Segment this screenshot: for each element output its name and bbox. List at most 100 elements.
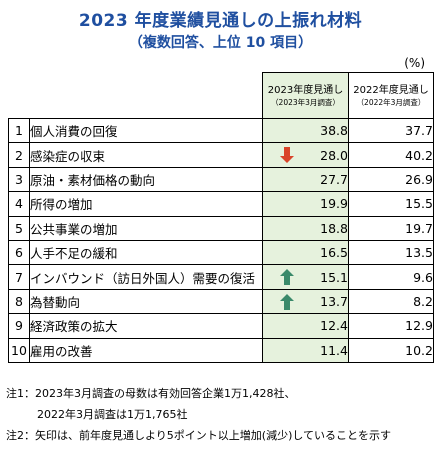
table-row: 4 所得の増加 19.9 15.5 [8,191,434,217]
value-2023: 12.4 [262,313,349,339]
item-label: 雇用の改善 [29,337,263,363]
results-table: 2023年度見通し （2023年3月調査） 2022年度見通し （2022年3月… [8,72,434,363]
item-label: 感染症の収束 [29,142,263,168]
value-2022-text: 15.5 [405,196,433,212]
item-label-text: 感染症の収束 [30,148,106,164]
value-2023: 18.8 [262,215,349,241]
value-2022-text: 8.2 [413,293,433,309]
value-2023: 13.7 [262,288,349,315]
header-2023-sub: （2023年3月調査） [271,97,340,107]
item-label: 経済政策の拡大 [29,313,263,339]
item-label: 為替動向 [29,288,263,315]
note-1-line-2: 2022年3月調査は1万1,765社 [37,408,188,421]
value-2023-text: 16.5 [320,245,348,261]
item-label-text: 経済政策の拡大 [30,319,118,335]
table-row: 8 為替動向 13.7 8.2 [8,288,434,315]
table-row: 7 インバウンド（訪日外国人）需要の復活 15.1 9.6 [8,264,434,290]
table-row: 1 個人消費の回復 38.8 37.7 [8,117,434,144]
header-row: 2023年度見通し （2023年3月調査） 2022年度見通し （2022年3月… [8,72,434,119]
value-2022: 40.2 [348,142,434,168]
value-2022-text: 37.7 [405,123,433,139]
rank-cell: 4 [8,191,30,217]
value-2023-text: 19.9 [320,196,348,212]
value-2022: 13.5 [348,239,434,266]
rank-cell: 7 [8,264,30,290]
value-2023-text: 18.8 [320,220,348,236]
value-2023: 15.1 [262,264,349,290]
header-blank [8,72,263,119]
item-label: 公共事業の増加 [29,215,263,241]
item-label: 人手不足の緩和 [29,239,263,266]
value-2023: 28.0 [262,142,349,168]
value-2022-text: 10.2 [405,342,433,358]
rank-cell: 3 [8,166,30,193]
rank-cell: 6 [8,239,30,266]
header-2022: 2022年度見通し （2022年3月調査） [348,72,434,119]
rank-cell-text: 2 [15,147,23,163]
item-label: 原油・素材価格の動向 [29,166,263,193]
value-2022-text: 13.5 [405,245,433,261]
value-2022-text: 19.7 [405,220,433,236]
item-label: インバウンド（訪日外国人）需要の復活 [29,264,263,290]
notes: 注1：2023年3月調査の母数は有効回答企業1万1,428社、 2022年3月調… [6,383,391,446]
value-2022: 10.2 [348,337,434,363]
arrow-down-icon [280,147,294,164]
rank-cell: 1 [8,117,30,144]
item-label-text: 為替動向 [30,294,81,310]
value-2022-text: 26.9 [405,171,433,187]
page-subtitle: （複数回答、上位 10 項目） [128,35,313,51]
rank-cell: 10 [8,337,30,363]
table-row: 3 原油・素材価格の動向 27.7 26.9 [8,166,434,193]
item-label-text: 個人消費の回復 [30,124,118,140]
value-2023-text: 13.7 [320,293,348,309]
value-2023-text: 12.4 [320,318,348,334]
value-2023-text: 15.1 [320,269,348,285]
header-2022-sub: （2022年3月調査） [356,97,426,107]
value-2022: 19.7 [348,215,434,241]
rank-cell: 5 [8,215,30,241]
value-2023: 38.8 [262,117,349,144]
value-2022: 26.9 [348,166,434,193]
rank-cell: 8 [8,288,30,315]
value-2022: 8.2 [348,288,434,315]
rank-cell-text: 6 [15,245,23,261]
unit-label: (%) [404,56,425,70]
arrow-up-icon [280,269,294,286]
value-2023: 11.4 [262,337,349,363]
value-2022: 9.6 [348,264,434,290]
header-2023: 2023年度見通し （2023年3月調査） [262,72,349,119]
value-2023-text: 28.0 [320,147,348,163]
item-label-text: 公共事業の増加 [30,221,118,237]
item-label: 個人消費の回復 [29,117,263,144]
table-row: 10 雇用の改善 11.4 10.2 [8,337,434,363]
table-row: 5 公共事業の増加 18.8 19.7 [8,215,434,241]
arrow-up-icon [280,293,294,310]
rank-cell: 9 [8,313,30,339]
header-2022-label: 2022年度見通し [353,84,429,96]
rank-cell-text: 8 [15,293,23,309]
item-label-text: 雇用の改善 [30,343,93,359]
item-label: 所得の増加 [29,191,263,217]
rank-cell: 2 [8,142,30,168]
rank-cell-text: 4 [15,196,23,212]
item-label-text: 原油・素材価格の動向 [30,172,156,188]
table-row: 6 人手不足の緩和 16.5 13.5 [8,239,434,266]
rank-cell-text: 1 [15,123,23,139]
item-label-text: 所得の増加 [30,197,93,213]
header-2023-label: 2023年度見通し [267,84,344,96]
value-2023: 27.7 [262,166,349,193]
value-2022: 15.5 [348,191,434,217]
rank-cell-text: 3 [15,171,23,187]
page-title: 2023 年度業績見通しの上振れ材料 [78,11,363,31]
rank-cell-text: 10 [11,342,27,358]
value-2023-text: 38.8 [320,123,348,139]
value-2023-text: 27.7 [320,171,348,187]
table-row: 9 経済政策の拡大 12.4 12.9 [8,313,434,339]
value-2023: 19.9 [262,191,349,217]
value-2023-text: 11.4 [320,342,348,358]
value-2022-text: 12.9 [405,318,433,334]
rank-cell-text: 5 [15,220,23,236]
value-2022: 37.7 [348,117,434,144]
value-2022-text: 9.6 [413,269,433,285]
table-row: 2 感染症の収束 28.0 40.2 [8,142,434,168]
